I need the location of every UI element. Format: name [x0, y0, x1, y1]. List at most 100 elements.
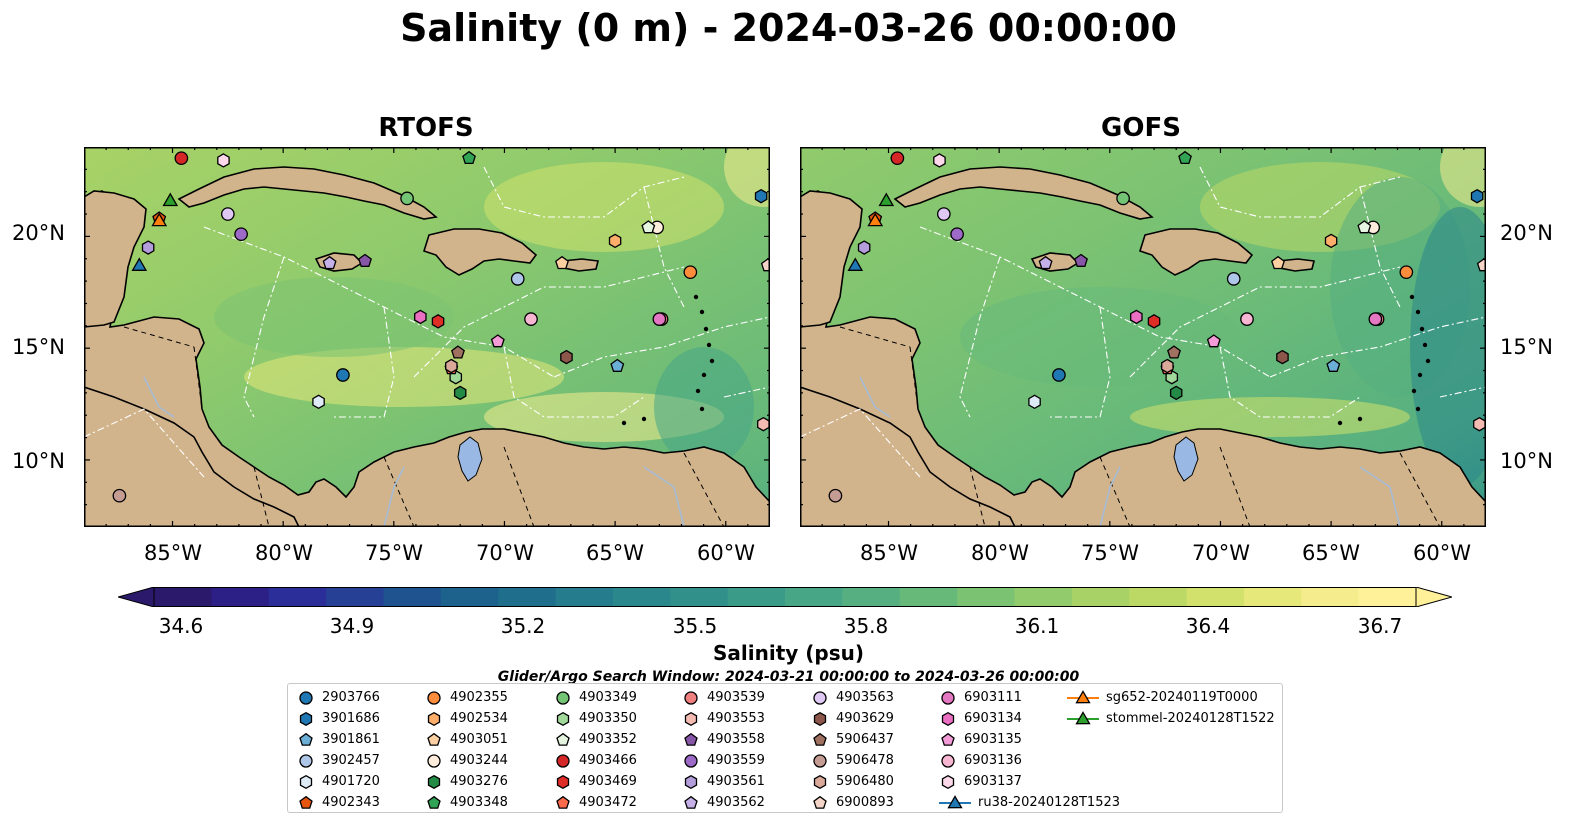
platform-marker-4903466 [174, 151, 189, 166]
legend-marker [556, 753, 570, 768]
legend-marker [684, 711, 698, 726]
legend-marker [427, 690, 441, 705]
platform-marker-4903352 [641, 220, 656, 234]
legend-item: 6903136 [938, 750, 1022, 771]
colorbar-bin [1301, 587, 1360, 607]
legend-marker [941, 690, 955, 705]
eez-boundary [503, 346, 645, 418]
lon-label-75w: 75°W [365, 541, 423, 565]
island [695, 388, 701, 394]
land-central-south-america [800, 190, 1486, 527]
legend-marker-icon [684, 774, 698, 789]
platform-marker-3901686 [1470, 188, 1484, 204]
legend-item: 4901720 [296, 771, 380, 792]
platform-marker-3902457 [1226, 272, 1241, 286]
legend-label: 4903350 [579, 711, 637, 726]
legend-marker [299, 690, 313, 705]
colorbar-label: Salinity (psu) [712, 641, 864, 665]
platform-marker-2903766 [1052, 368, 1066, 382]
island [1411, 388, 1417, 394]
colorbar-tick: 35.2 [500, 614, 546, 638]
colorbar-tick: 36.1 [1014, 614, 1060, 638]
country-border [123, 326, 195, 348]
legend-label: 4902534 [450, 711, 508, 726]
legend-marker [684, 753, 698, 768]
platform-marker-5906480 [445, 358, 458, 374]
platform-marker-3902457 [510, 272, 525, 286]
eez-boundary [1129, 266, 1401, 378]
legend-item: 4903466 [553, 750, 637, 771]
legend-marker-icon [427, 795, 441, 809]
platform-marker-6903111 [1368, 312, 1383, 326]
platform-marker-4903562 [322, 255, 337, 270]
island [621, 420, 627, 426]
eez-boundary [334, 306, 395, 418]
platform-marker-sg652-20240119T0000 [867, 212, 884, 227]
platform-marker-4903561 [141, 240, 155, 255]
platform-marker-4903349 [400, 191, 414, 206]
legend-marker-icon [556, 732, 570, 746]
legend-label: 5906437 [836, 732, 894, 747]
platform-marker-4903559 [234, 227, 248, 242]
eez-boundary [1219, 346, 1361, 418]
land-yucatan [84, 190, 147, 328]
platform-marker-6903137 [933, 153, 946, 168]
legend-marker [941, 753, 955, 768]
legend-label: 4902355 [450, 690, 508, 705]
legend-marker-icon [299, 795, 313, 809]
salinity-patch [960, 287, 1240, 387]
legend-marker-icon [684, 753, 698, 768]
legend-marker-icon [813, 711, 827, 726]
colorbar-bin [498, 587, 557, 607]
salinity-patch [654, 347, 754, 467]
legend-label: 4901720 [322, 774, 380, 789]
legend-label: 4903469 [579, 774, 637, 789]
colorbar-tick: 34.6 [158, 614, 204, 638]
legend-label: 5906480 [836, 774, 894, 789]
island [1425, 358, 1431, 364]
legend-marker [684, 795, 698, 809]
legend-marker-icon [813, 795, 827, 809]
platform-marker-6903137 [217, 153, 230, 168]
legend-marker [299, 753, 313, 768]
legend-marker [813, 774, 827, 789]
platform-marker-4903558 [1074, 253, 1088, 267]
river [859, 376, 891, 418]
legend-label: 4903629 [836, 711, 894, 726]
legend-marker-icon [427, 690, 441, 705]
legend-marker [427, 795, 441, 809]
legend-label: 6903135 [964, 732, 1022, 747]
platform-marker-5906480 [1161, 358, 1174, 374]
country-border [383, 456, 415, 527]
lat-label-15n-left: 15°N [12, 335, 65, 359]
lat-label-20n-left: 20°N [12, 221, 65, 245]
land-cuba [893, 166, 1154, 220]
platform-marker-6900893 [1476, 258, 1486, 272]
legend-marker [1075, 689, 1091, 703]
legend-item: 5906478 [810, 750, 894, 771]
eez-boundary [413, 266, 685, 378]
colorbar-bin [899, 587, 958, 607]
legend-item: 3902457 [296, 750, 380, 771]
legend-label: 6903134 [964, 711, 1022, 726]
legend-item: 4903349 [553, 687, 637, 708]
legend-item: 4903244 [424, 750, 508, 771]
legend-marker-icon [299, 774, 313, 789]
legend-marker [941, 732, 955, 746]
lon-label-70w: 70°W [476, 541, 534, 565]
legend-marker [684, 690, 698, 705]
platform-marker-sg652-20240119T0000 [151, 212, 168, 227]
platform-marker-4903562 [1038, 255, 1053, 270]
lat-label-20n-right: 20°N [1500, 221, 1553, 245]
legend-marker-icon [941, 690, 955, 705]
legend-item: 4903472 [553, 792, 637, 813]
island [701, 372, 707, 378]
legend-label: 4903244 [450, 753, 508, 768]
legend-marker-icon [684, 711, 698, 726]
legend-marker [941, 774, 955, 789]
platform-marker-4902355 [683, 265, 698, 280]
legend-item: 4903539 [681, 687, 765, 708]
platform-marker-stommel-20240128T1522 [162, 192, 179, 207]
eez-boundary [1050, 306, 1111, 418]
colorbar-tick: 36.7 [1357, 614, 1403, 638]
